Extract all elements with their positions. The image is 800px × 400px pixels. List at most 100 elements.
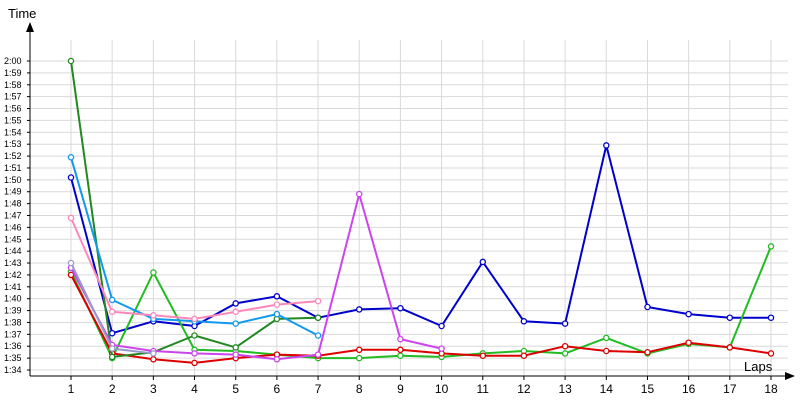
data-point — [397, 335, 404, 343]
data-point — [561, 350, 569, 357]
y-tick-label: 1:45 — [4, 234, 22, 244]
x-tick-labels: 1 2 3 4 5 6 7 8 9 10 11 12 13 14 15 16 17 18 — [68, 376, 778, 396]
x-tick-label: 15 — [641, 382, 655, 396]
x-tick-label: 12 — [517, 382, 531, 396]
data-point — [355, 190, 363, 198]
data-point — [314, 351, 322, 358]
data-point — [397, 352, 404, 359]
x-axis-title: Laps — [744, 359, 773, 374]
y-tick-label: 1:41 — [4, 282, 22, 292]
data-point — [397, 346, 404, 354]
data-point — [726, 314, 734, 321]
data-point — [561, 342, 569, 350]
data-point — [273, 356, 281, 363]
y-tick-label: 1:38 — [4, 317, 22, 327]
data-point — [108, 308, 116, 316]
y-tick-label: 1:43 — [4, 258, 22, 268]
data-point — [685, 310, 692, 318]
series-line — [70, 193, 442, 361]
data-point — [726, 344, 734, 351]
series-line — [70, 246, 772, 360]
x-tick-label: 8 — [356, 382, 363, 396]
y-tick-label: 1:51 — [4, 163, 22, 173]
x-tick-label: 7 — [315, 382, 322, 396]
y-tick-label: 1:53 — [4, 139, 22, 149]
data-point — [355, 306, 363, 313]
series-8 — [67, 259, 157, 357]
data-point — [273, 293, 281, 300]
data-point — [603, 347, 610, 355]
x-tick-label: 17 — [723, 382, 737, 396]
data-point — [520, 318, 528, 325]
data-point — [273, 310, 281, 318]
x-tick-label: 11 — [477, 382, 490, 396]
data-point — [438, 345, 445, 352]
y-tick-label: 2:00 — [4, 56, 22, 66]
data-point — [355, 354, 363, 362]
data-point — [232, 344, 239, 351]
data-point — [150, 312, 157, 319]
data-point — [108, 345, 116, 352]
data-point — [191, 332, 198, 339]
x-tick-label: 1 — [68, 382, 75, 396]
data-point — [314, 314, 322, 321]
data-point — [479, 352, 487, 359]
data-point — [150, 356, 157, 363]
data-point — [108, 353, 116, 361]
x-tick-label: 6 — [274, 382, 281, 396]
y-tick-label: 1:52 — [4, 151, 22, 161]
x-tick-label: 10 — [435, 382, 449, 396]
series-line — [70, 274, 772, 364]
series-7 — [67, 190, 445, 363]
x-tick-label: 4 — [191, 382, 198, 396]
data-point — [644, 348, 651, 356]
data-point — [479, 258, 487, 266]
data-point — [232, 351, 239, 358]
series-1 — [67, 142, 775, 337]
y-tick-label: 1:36 — [4, 341, 22, 351]
data-point — [67, 271, 75, 279]
data-point — [438, 322, 445, 330]
x-tick-label: 2 — [109, 382, 116, 396]
data-point — [67, 259, 75, 267]
y-tick-label: 1:49 — [4, 187, 22, 197]
y-tick-label: 1:59 — [4, 68, 22, 78]
data-point — [150, 350, 157, 357]
y-tick-labels: 1:34 1:35 1:36 1:37 1:381:39 1:40 1:41 1:42 1:43… — [4, 56, 30, 375]
y-tick-label: 1:58 — [4, 80, 22, 90]
y-tick-label: 1:44 — [4, 246, 22, 256]
data-point — [561, 320, 569, 327]
y-tick-label: 1:40 — [4, 294, 22, 304]
data-point — [232, 308, 239, 316]
y-tick-label: 1:35 — [4, 353, 22, 363]
x-tick-label: 13 — [558, 382, 572, 396]
y-axis-title: Time — [8, 6, 36, 21]
data-series — [67, 57, 775, 367]
data-point — [397, 304, 404, 312]
data-point — [67, 174, 75, 181]
series-4 — [67, 57, 322, 361]
y-tick-label: 1:42 — [4, 270, 22, 280]
data-point — [355, 346, 363, 354]
x-tick-label: 18 — [764, 382, 778, 396]
data-point — [767, 314, 775, 321]
axes: Time Laps — [8, 6, 795, 380]
y-tick-label: 1:46 — [4, 222, 22, 232]
data-point — [314, 297, 322, 305]
data-point — [191, 315, 198, 323]
y-tick-label: 1:47 — [4, 211, 22, 221]
data-point — [232, 300, 239, 307]
x-tick-label: 9 — [397, 382, 404, 396]
data-point — [314, 332, 322, 339]
data-point — [67, 57, 75, 65]
data-point — [273, 301, 281, 308]
grid-lines — [30, 40, 788, 376]
data-point — [685, 339, 692, 346]
y-tick-label: 1:39 — [4, 306, 22, 316]
y-tick-label: 1:48 — [4, 199, 22, 209]
series-3 — [67, 271, 775, 367]
x-tick-label: 14 — [600, 382, 614, 396]
data-point — [232, 320, 239, 327]
series-6 — [67, 214, 322, 323]
